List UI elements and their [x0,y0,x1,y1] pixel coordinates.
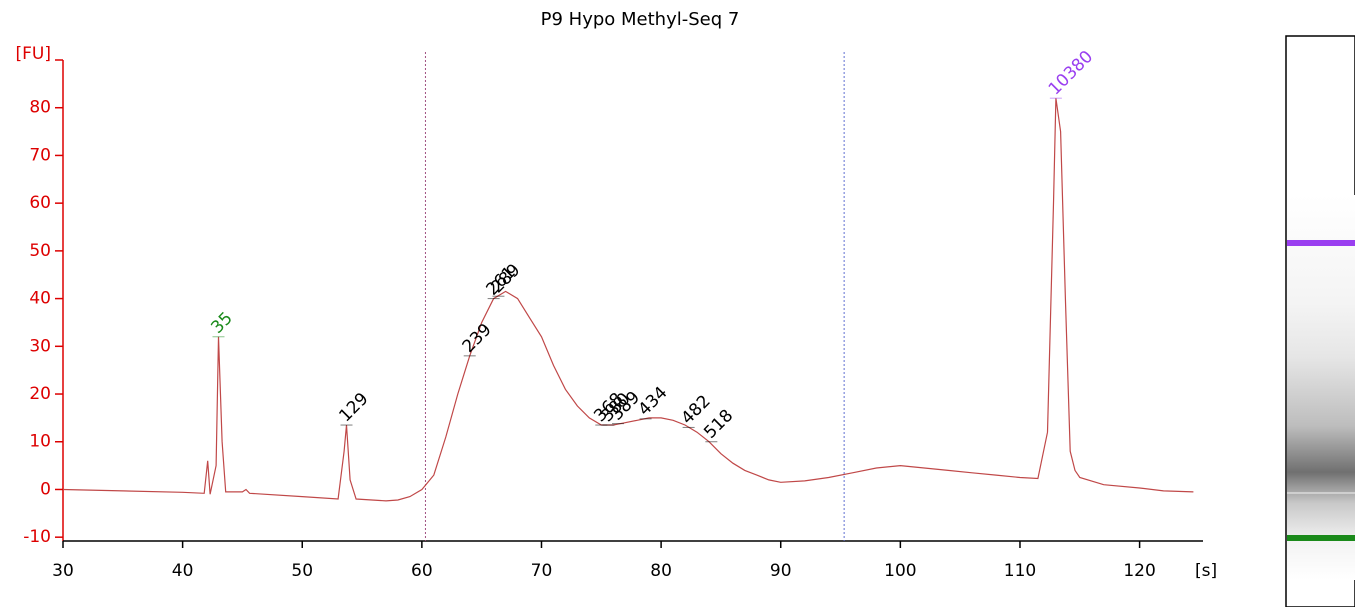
y-tick-label: -10 [23,527,51,547]
y-tick-label: 60 [29,193,51,213]
gel-lane [1285,35,1355,607]
x-tick-label: 120 [1123,561,1155,581]
chart-title: P9 Hypo Methyl-Seq 7 [541,9,740,30]
y-tick-label: 50 [29,241,51,261]
gel-upper-marker [1287,240,1355,246]
x-tick-label: 100 [884,561,916,581]
x-axis-label: [s] [1195,561,1217,581]
y-tick-label: 70 [29,145,51,165]
x-tick-label: 50 [291,561,313,581]
gel-band [1287,492,1355,494]
y-tick-label: 20 [29,384,51,404]
peak-label: 434 [634,383,671,420]
y-tick-label: 80 [29,98,51,118]
x-tick-label: 70 [531,561,553,581]
y-tick-label: 40 [29,289,51,309]
y-axis-label: [FU] [16,44,52,64]
x-tick-label: 40 [172,561,194,581]
peak-label: 35 [207,308,236,337]
x-tick-label: 80 [650,561,672,581]
x-tick-label: 110 [1004,561,1036,581]
y-tick-label: 30 [29,336,51,356]
x-tick-label: 30 [52,561,74,581]
gel-lower-marker [1287,535,1355,541]
peak-label: 239 [459,320,496,357]
y-tick-label: 10 [29,432,51,452]
x-tick-label: 90 [770,561,792,581]
trace [62,98,1194,502]
peak-label: 10380 [1045,47,1097,99]
y-tick-label: 0 [40,479,51,499]
peak-label: 129 [335,389,372,426]
x-tick-label: 60 [411,561,433,581]
gel-smear [1287,195,1355,580]
